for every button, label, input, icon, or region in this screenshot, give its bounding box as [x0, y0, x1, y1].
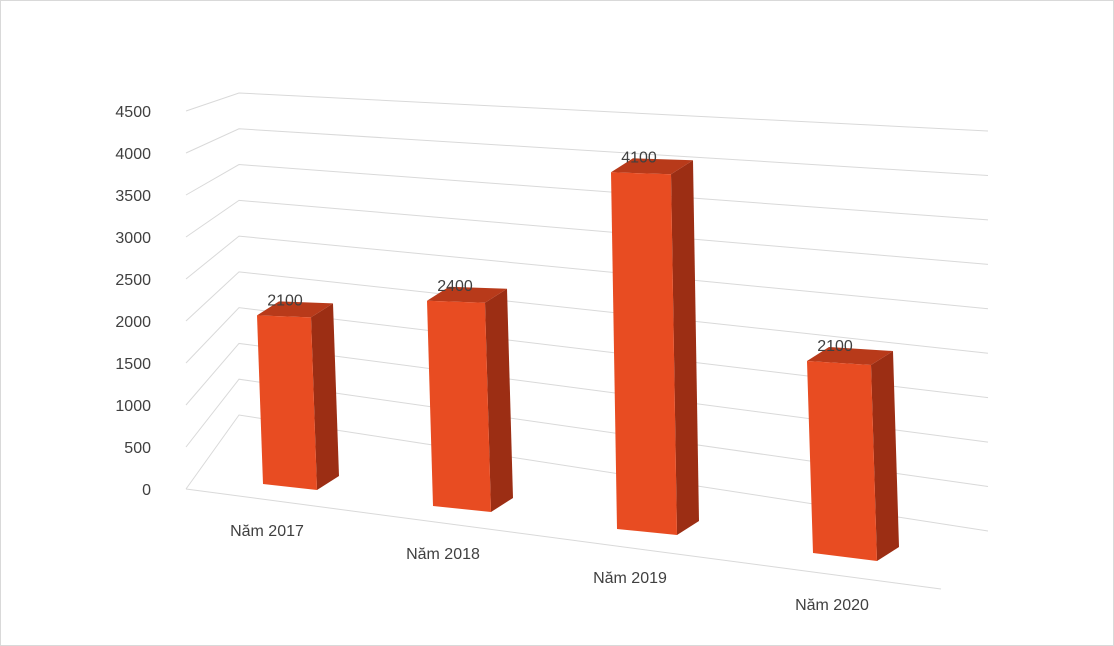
y-tick-label: 3000 — [115, 230, 151, 247]
data-label: 2100 — [267, 292, 303, 309]
bar-top-face — [427, 286, 507, 303]
floor-front-edge — [185, 488, 942, 590]
gridline — [185, 199, 989, 265]
gridline — [185, 92, 989, 132]
gridline — [185, 342, 989, 443]
y-tick-label: 3500 — [115, 188, 151, 205]
data-labels: 2100 2400 4100 2100 — [267, 149, 853, 355]
gridline — [185, 235, 989, 310]
y-tick-label: 1500 — [115, 356, 151, 373]
y-tick-label: 0 — [142, 482, 151, 499]
bar — [257, 315, 317, 490]
y-tick-label: 4000 — [115, 146, 151, 163]
gridline — [185, 164, 989, 221]
bar-side-face — [311, 303, 339, 490]
bar — [807, 361, 877, 561]
bar-top-face — [257, 301, 333, 318]
y-tick-label: 1000 — [115, 398, 151, 415]
bar — [427, 300, 491, 512]
gridline — [185, 271, 989, 354]
bars — [257, 158, 899, 561]
y-axis-ticks: 0 500 1000 1500 2000 2500 3000 3500 4000 4500 — [115, 104, 151, 499]
x-category-label: Năm 2018 — [406, 546, 480, 563]
bar — [611, 172, 677, 536]
bar-side-face — [485, 288, 513, 512]
x-category-label: Năm 2017 — [230, 523, 304, 540]
x-category-label: Năm 2019 — [593, 570, 667, 587]
data-label: 2100 — [817, 338, 853, 355]
gridline — [185, 414, 989, 532]
x-category-label: Năm 2020 — [795, 597, 869, 614]
y-tick-label: 2000 — [115, 314, 151, 331]
data-label: 4100 — [621, 149, 657, 166]
data-label: 2400 — [437, 278, 473, 295]
y-tick-label: 4500 — [115, 104, 151, 121]
gridline — [185, 378, 989, 488]
bar-side-face — [671, 160, 699, 536]
x-axis-categories: Năm 2017 Năm 2018 Năm 2019 Năm 2020 — [230, 523, 869, 614]
gridlines — [185, 92, 989, 590]
gridline — [185, 128, 989, 176]
gridline — [185, 307, 989, 399]
bar-side-face — [871, 351, 899, 561]
bar-top-face — [611, 158, 693, 175]
y-tick-label: 500 — [124, 440, 151, 457]
bar-top-face — [807, 347, 893, 366]
y-tick-label: 2500 — [115, 272, 151, 289]
